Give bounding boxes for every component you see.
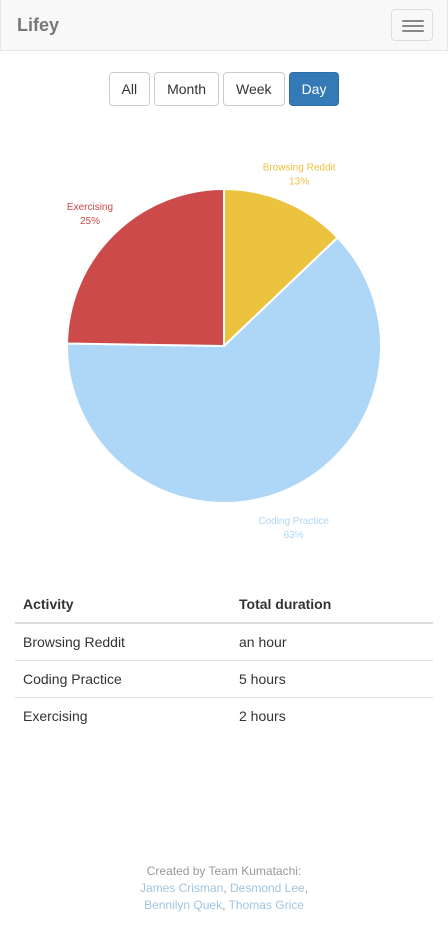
filter-day-button[interactable]: Day — [288, 72, 340, 106]
header-total-duration: Total duration — [231, 585, 433, 624]
footer-separator: , — [222, 898, 229, 912]
duration-cell: 5 hours — [231, 660, 433, 698]
activity-table: Activity Total duration Browsing Reddit … — [15, 585, 433, 734]
footer: Created by Team Kumatachi: James Crisman… — [0, 863, 448, 914]
member-link-bennilyn-quek[interactable]: Bennilyn Quek — [144, 898, 223, 912]
duration-cell: an hour — [239, 634, 287, 650]
pie-label-percent: 25% — [80, 216, 100, 227]
activity-pie-chart: Browsing Reddit 13% Coding Practice 63% Exer… — [66, 162, 382, 541]
pie-label-name: Exercising — [67, 202, 113, 213]
filter-month-button[interactable]: Month — [154, 72, 220, 106]
pie-label-name: Browsing Reddit — [263, 162, 336, 173]
member-link-desmond-lee[interactable]: Desmond Lee — [229, 881, 305, 895]
header-activity: Activity — [15, 585, 231, 624]
footer-separator: , — [223, 881, 230, 895]
footer-credit: Created by Team Kumatachi: — [146, 864, 302, 878]
filter-week-button[interactable]: Week — [223, 72, 285, 106]
table-row: Coding Practice 5 hours — [15, 660, 433, 698]
activity-cell: Coding Practice — [15, 660, 231, 698]
table-row: Browsing Reddit an hour — [15, 623, 433, 661]
member-link-thomas-grice[interactable]: Thomas Grice — [228, 898, 304, 912]
pie-slice-coding-practice[interactable] — [66, 236, 382, 504]
table-row: Exercising 2 hours — [15, 697, 433, 734]
filter-all-button[interactable]: All — [108, 72, 151, 106]
pie-label-percent: 63% — [284, 530, 304, 541]
pie-slice-browsing-reddit[interactable] — [223, 187, 339, 349]
activity-cell: Browsing Reddit — [23, 634, 125, 650]
activity-cell: Exercising — [15, 697, 231, 734]
footer-separator: , — [304, 881, 309, 895]
pie-label-percent: 13% — [289, 176, 309, 187]
navbar-brand[interactable]: Lifey — [17, 15, 60, 35]
table-header-row: Activity Total duration — [15, 585, 433, 624]
time-filter-group: All Month Week Day — [0, 72, 448, 106]
member-link-james-crisman[interactable]: James Crisman — [139, 881, 224, 895]
navbar-toggle-button[interactable] — [391, 9, 433, 41]
navbar: Lifey — [0, 0, 448, 51]
pie-label-name: Coding Practice — [258, 516, 329, 527]
pie-slice-exercising[interactable] — [66, 187, 225, 348]
duration-cell: 2 hours — [231, 697, 433, 734]
